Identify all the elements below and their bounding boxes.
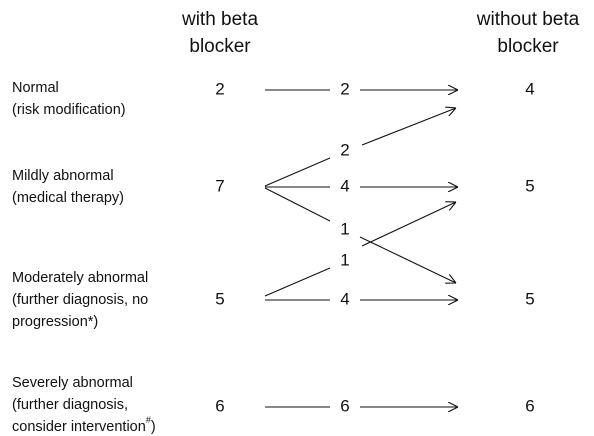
left-count: 6 <box>215 396 224 415</box>
header: blocker <box>497 36 559 57</box>
label-text: ) <box>151 419 156 435</box>
row-label: progression*) <box>12 314 98 330</box>
row-label: (further diagnosis, no <box>12 292 148 308</box>
left-count: 7 <box>215 176 224 195</box>
header: with beta <box>181 9 258 30</box>
left-count: 2 <box>215 79 224 98</box>
row-label: Mildly abnormal <box>12 168 114 184</box>
right-count: 6 <box>525 396 534 415</box>
left-count: 5 <box>215 289 224 308</box>
row-label: Normal <box>12 80 59 96</box>
flow-count: 1 <box>340 219 349 238</box>
row-label: (further diagnosis, <box>12 397 128 413</box>
flow-count: 2 <box>340 140 349 159</box>
row-label: (risk modification) <box>12 102 126 118</box>
header: without beta <box>476 9 580 30</box>
flow-count: 4 <box>340 176 349 195</box>
right-count: 5 <box>525 176 534 195</box>
flow-count: 2 <box>340 79 349 98</box>
arrows <box>264 90 458 407</box>
label-sup: # <box>146 415 151 425</box>
right-count: 4 <box>525 79 534 98</box>
flow-count: 6 <box>340 396 349 415</box>
label-text: consider intervention <box>12 419 146 435</box>
right-count: 5 <box>525 289 534 308</box>
row-label: Moderately abnormal <box>12 270 148 286</box>
row-label: consider intervention#) <box>12 415 156 434</box>
flow-count: 4 <box>340 289 349 308</box>
row-label: Severely abnormal <box>12 375 133 391</box>
header: blocker <box>189 36 251 57</box>
row-label: (medical therapy) <box>12 190 124 206</box>
flow-count: 1 <box>340 250 349 269</box>
